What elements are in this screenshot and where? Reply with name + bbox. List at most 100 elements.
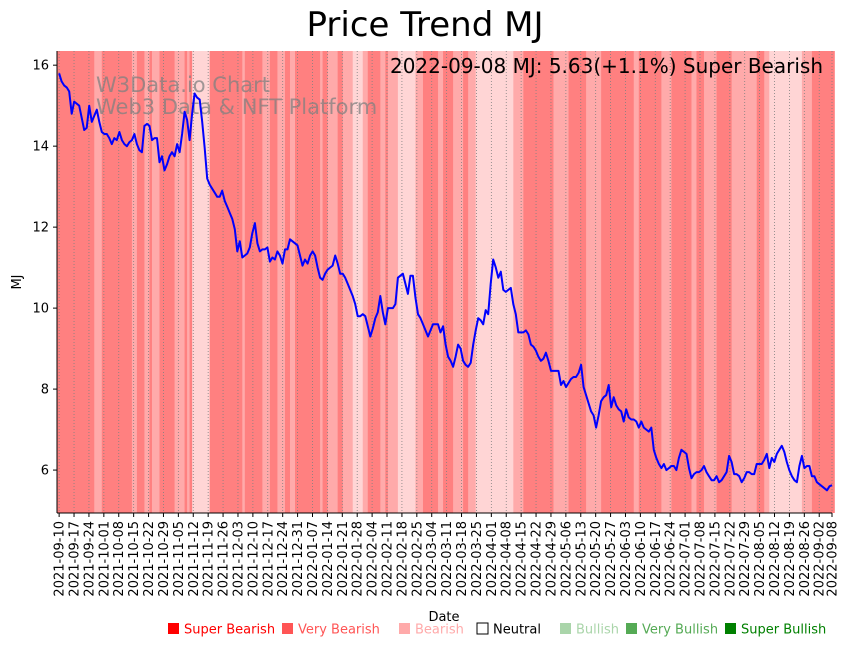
x-tick-label: 2021-11-05 <box>172 521 187 597</box>
legend-label-bearish: Bearish <box>415 623 464 638</box>
sentiment-band-very-bearish <box>601 51 617 513</box>
x-tick-label: 2022-03-11 <box>440 521 455 597</box>
sentiment-band-neutral-light <box>397 51 416 513</box>
sentiment-band-bearish <box>242 51 246 513</box>
sentiment-band-very-bearish <box>76 51 95 513</box>
sentiment-band-bearish <box>94 51 103 513</box>
x-axis-label: Date <box>428 610 459 625</box>
x-tick-label: 2022-07-01 <box>679 521 694 597</box>
sentiment-band-bearish <box>513 51 524 513</box>
sentiment-band-very-bearish <box>184 51 188 513</box>
sentiment-band-very-bearish <box>716 51 732 513</box>
sentiment-band-bearish <box>438 51 444 513</box>
x-tick-label: 2022-02-11 <box>381 521 396 597</box>
sentiment-band-very-bearish <box>638 51 662 513</box>
x-tick-label: 2022-08-12 <box>768 521 783 597</box>
x-tick-label: 2022-01-21 <box>336 521 351 597</box>
legend-swatch-bearish <box>399 623 410 634</box>
sentiment-band-bearish <box>633 51 640 513</box>
x-tick-label: 2022-08-05 <box>753 521 768 597</box>
sentiment-band-very-bearish <box>671 51 692 513</box>
sentiment-band-bearish <box>380 51 386 513</box>
x-tick-label: 2022-01-07 <box>306 521 321 597</box>
y-tick-label: 8 <box>41 383 49 398</box>
x-tick-label: 2022-04-08 <box>500 521 515 597</box>
sentiment-band-bearish <box>289 51 296 513</box>
x-tick-label: 2021-10-01 <box>97 521 112 597</box>
sentiment-band-very-bearish <box>523 51 537 513</box>
y-tick-label: 10 <box>32 302 49 317</box>
x-tick-label: 2021-12-17 <box>261 521 276 597</box>
sentiment-band-very-bearish <box>59 51 77 513</box>
x-tick-label: 2021-10-29 <box>157 521 172 597</box>
x-ticks: 2021-09-10 2021-09-17 2021-09-24 2021-10-01… <box>53 513 841 597</box>
sentiment-band-very-bearish <box>443 51 454 513</box>
sentiment-band-very-bearish <box>535 51 554 513</box>
x-tick-label: 2021-10-15 <box>127 521 142 597</box>
x-tick-label: 2022-01-28 <box>351 521 366 597</box>
x-tick-label: 2021-10-08 <box>112 521 127 597</box>
sentiment-band-very-bearish <box>159 51 175 513</box>
legend-label-bullish: Bullish <box>576 623 619 638</box>
x-tick-label: 2022-06-17 <box>649 521 664 597</box>
sentiment-band-neutral-light <box>475 51 514 513</box>
legend-label-very-bearish: Very Bearish <box>298 623 380 638</box>
legend-swatch-very-bearish <box>282 623 293 634</box>
x-tick-label: 2021-09-24 <box>82 521 97 597</box>
x-tick-label: 2022-01-14 <box>321 521 336 597</box>
chart-title: Price Trend MJ <box>307 5 544 45</box>
legend-swatch-super-bearish <box>168 623 179 634</box>
sentiment-band-very-bearish <box>136 51 145 513</box>
legend-label-super-bullish: Super Bullish <box>741 623 826 638</box>
x-tick-label: 2021-09-10 <box>53 521 68 597</box>
x-tick-label: 2022-05-20 <box>589 521 604 597</box>
legend: Super Bearish Very Bearish Bearish Neutral B… <box>168 622 826 638</box>
x-tick-label: 2021-09-17 <box>68 521 83 597</box>
sentiment-band-very-bearish <box>568 51 587 513</box>
sentiment-band-bearish <box>327 51 338 513</box>
x-tick-label: 2022-03-25 <box>470 521 485 597</box>
sentiment-band-bearish <box>704 51 717 513</box>
x-tick-label: 2022-09-08 <box>826 521 841 597</box>
x-tick-label: 2021-10-22 <box>142 521 157 597</box>
sentiment-band-bearish <box>586 51 602 513</box>
x-tick-label: 2022-03-18 <box>455 521 470 597</box>
x-tick-label: 2022-09-02 <box>813 521 828 597</box>
x-tick-label: 2022-07-08 <box>693 521 708 597</box>
sentiment-band-bearish <box>468 51 476 513</box>
sentiment-band-bearish <box>131 51 138 513</box>
legend-label-neutral: Neutral <box>493 623 541 638</box>
x-tick-label: 2022-06-03 <box>619 521 634 597</box>
x-tick-label: 2022-03-04 <box>425 521 440 597</box>
y-tick-label: 12 <box>32 221 49 236</box>
legend-label-super-bearish: Super Bearish <box>184 623 275 638</box>
legend-swatch-bullish <box>560 623 571 634</box>
watermark-line-2: Web3 Data & NFT Platform <box>96 95 377 119</box>
x-tick-label: 2022-08-19 <box>783 521 798 597</box>
sentiment-band-bearish <box>801 51 813 513</box>
sentiment-band-very-bearish <box>269 51 278 513</box>
y-tick-label: 6 <box>41 464 49 479</box>
sentiment-band-bearish <box>387 51 399 513</box>
x-tick-label: 2021-11-26 <box>217 521 232 597</box>
x-tick-label: 2022-04-15 <box>515 521 530 597</box>
x-tick-label: 2021-11-12 <box>187 521 202 597</box>
x-tick-label: 2021-12-31 <box>291 521 306 597</box>
sentiment-band-very-bearish <box>337 51 343 513</box>
sentiment-band-bearish <box>277 51 286 513</box>
axes <box>56 51 832 514</box>
sentiment-band-very-bearish <box>422 51 439 513</box>
y-axis-label: MJ <box>10 274 25 289</box>
x-tick-label: 2022-02-18 <box>395 521 410 597</box>
sentiment-band-bearish <box>553 51 569 513</box>
sentiment-band-very-bearish <box>756 51 765 513</box>
sentiment-band-very-bearish <box>696 51 705 513</box>
sentiment-band-very-bearish <box>244 51 263 513</box>
x-tick-label: 2022-05-13 <box>574 521 589 597</box>
sentiment-band-very-bearish <box>209 51 236 513</box>
sentiment-band-very-bearish <box>322 51 328 513</box>
x-tick-label: 2022-02-04 <box>366 521 381 597</box>
sentiment-band-bearish <box>691 51 697 513</box>
sentiment-band-bearish <box>144 51 150 513</box>
